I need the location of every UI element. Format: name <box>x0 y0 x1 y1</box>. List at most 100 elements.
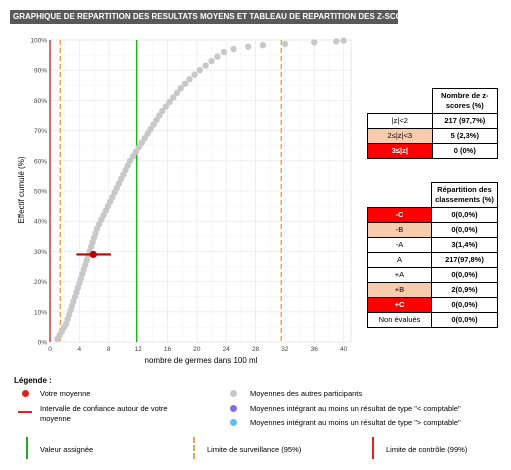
legend-autres-label: Moyennes des autres participants <box>250 389 363 398</box>
data-point <box>144 130 151 137</box>
zscore-label: 3≤|z| <box>367 143 433 159</box>
y-tick-label: 80% <box>34 98 47 105</box>
zscore-table-header: Nombre de z-scores (%) <box>431 88 499 114</box>
x-tick-label: 32 <box>281 346 289 353</box>
table-row: +B 2(0,9%) <box>367 282 499 298</box>
your-mean-point <box>89 250 97 259</box>
table-row: -C 0(0,0%) <box>367 207 499 223</box>
legend-controle-line <box>372 437 374 459</box>
data-point <box>166 98 173 106</box>
section-title: GRAPHIQUE DE REPARTITION DES RESULTATS M… <box>10 10 398 24</box>
table-row: -A 3(1,4%) <box>367 237 499 253</box>
legend-surveillance-label: Limite de surveillance (95%) <box>207 445 302 454</box>
data-point <box>245 43 252 50</box>
data-point <box>181 80 189 87</box>
x-tick-label: 28 <box>252 346 260 353</box>
legend-comptable-gt-label: Moyennes intégrant au moins un résultat … <box>250 418 461 427</box>
data-point <box>311 39 318 46</box>
table-row: +A 0(0,0%) <box>367 267 499 283</box>
classement-value: 2(0,9%) <box>430 282 499 298</box>
data-point <box>333 38 340 45</box>
data-point <box>196 67 203 74</box>
legend-title: Légende : <box>14 376 52 385</box>
table-row: -B 0(0,0%) <box>367 222 499 238</box>
x-tick-label: 20 <box>193 346 201 353</box>
data-point <box>138 139 145 146</box>
data-point <box>132 148 140 155</box>
table-row: A 217(97,8%) <box>367 252 499 268</box>
classement-label: A <box>367 252 432 268</box>
data-point <box>150 121 157 128</box>
data-point <box>153 116 160 124</box>
data-point <box>202 62 209 69</box>
table-row: Non évalués 0(0,0%) <box>367 312 499 328</box>
data-point <box>208 57 215 65</box>
y-tick-label: 90% <box>34 68 47 75</box>
zscore-value: 5 (2,3%) <box>431 128 499 144</box>
data-point <box>170 94 177 101</box>
x-tick-label: 36 <box>311 346 319 353</box>
classement-label: Non évalués <box>367 312 432 328</box>
legend-votre-moyenne-dot <box>22 390 29 397</box>
x-tick-label: 0 <box>48 346 52 353</box>
x-tick-label: 24 <box>223 346 231 353</box>
classement-value: 0(0,0%) <box>430 222 499 238</box>
data-point <box>214 53 221 60</box>
legend-intervalle-line <box>18 411 32 413</box>
data-point <box>191 71 198 78</box>
data-point <box>173 89 181 97</box>
data-point <box>141 134 148 142</box>
data-point <box>156 112 163 119</box>
x-tick-label: 8 <box>107 346 111 353</box>
legend-autres-dot <box>230 390 237 397</box>
classement-table-header: Répartition des classements (%) <box>430 182 499 208</box>
x-axis-label: nombre de germes dans 100 ml <box>145 356 258 365</box>
cumulative-chart: 0 4 8 12 16 20 24 28 32 36 40 0% 10% 20% 30% 40% 50% 60% 7… <box>17 37 352 365</box>
table-row: 2≤|z|<3 5 (2,3%) <box>367 128 499 144</box>
classement-value: 3(1,4%) <box>430 237 499 253</box>
classement-value: 0(0,0%) <box>430 207 499 223</box>
y-tick-label: 50% <box>34 189 47 196</box>
y-tick-label: 70% <box>34 128 47 135</box>
data-point <box>186 76 193 83</box>
y-tick-label: 20% <box>34 279 47 286</box>
x-tick-label: 4 <box>78 346 82 353</box>
data-point <box>340 37 347 44</box>
zscore-label: |z|<2 <box>367 113 433 129</box>
y-tick-label: 40% <box>34 219 47 226</box>
data-point <box>129 153 137 160</box>
legend-comptable-gt-dot <box>230 419 237 426</box>
x-tick-label: 12 <box>134 346 142 353</box>
y-tick-label: 0% <box>38 340 48 347</box>
y-tick-label: 100% <box>30 38 47 45</box>
classement-label: +A <box>367 267 432 283</box>
y-tick-label: 60% <box>34 158 47 165</box>
classement-label: +C <box>367 297 432 313</box>
data-point <box>135 144 143 151</box>
table-row: 3≤|z| 0 (0%) <box>367 143 499 159</box>
legend-comptable-lt-dot <box>230 405 237 412</box>
data-point <box>177 85 184 92</box>
data-point <box>159 107 166 115</box>
legend-comptable-lt-label: Moyennes intégrant au moins un résultat … <box>250 404 461 413</box>
legend-votre-moyenne-label: Votre moyenne <box>40 389 91 398</box>
classement-value: 0(0,0%) <box>430 297 499 313</box>
classement-value: 217(97,8%) <box>430 252 499 268</box>
zscore-value: 217 (97,7%) <box>431 113 499 129</box>
data-point <box>259 41 267 49</box>
data-point <box>126 157 134 164</box>
y-tick-label: 10% <box>34 309 47 316</box>
classement-label: -A <box>367 237 432 253</box>
data-point <box>281 40 289 48</box>
x-tick-label: 40 <box>340 346 348 353</box>
classement-value: 0(0,0%) <box>430 267 499 283</box>
classement-label: -C <box>367 207 432 223</box>
legend-valeur-assignee-line <box>26 437 28 459</box>
data-point <box>147 125 154 133</box>
table-row: +C 0(0,0%) <box>367 297 499 313</box>
legend-controle-label: Limite de contrôle (99%) <box>386 445 468 454</box>
zscore-table: Nombre de z-scores (%) |z|<2 217 (97,7%)… <box>367 88 499 159</box>
data-point <box>162 103 170 110</box>
legend-surveillance-line <box>193 437 195 459</box>
classement-label: +B <box>367 282 432 298</box>
